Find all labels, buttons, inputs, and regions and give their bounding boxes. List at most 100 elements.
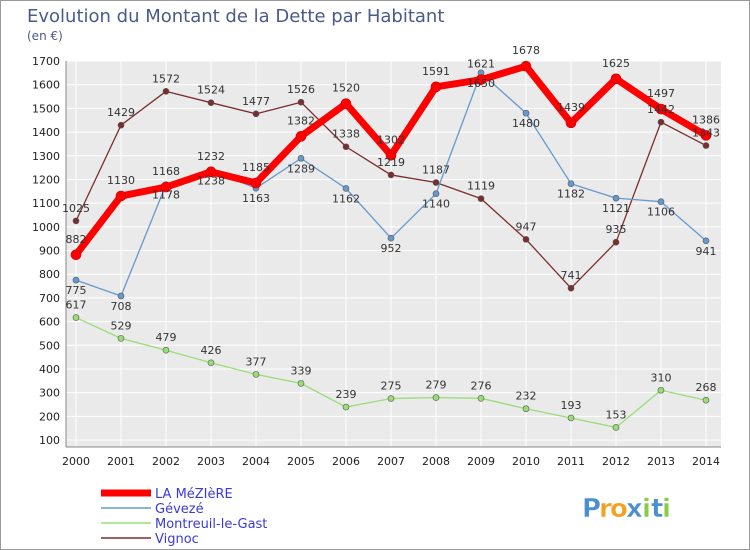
data-label: 741 bbox=[561, 269, 582, 282]
data-label: 1232 bbox=[197, 150, 225, 163]
data-point bbox=[432, 179, 440, 186]
data-point bbox=[162, 88, 170, 95]
data-label: 1130 bbox=[107, 174, 135, 187]
data-label: 1187 bbox=[422, 164, 450, 177]
logo-letter: x bbox=[626, 494, 643, 524]
data-point bbox=[385, 149, 397, 161]
y-tick-label: 600 bbox=[39, 316, 60, 329]
data-point bbox=[565, 117, 577, 129]
data-label: 1650 bbox=[467, 77, 495, 90]
data-label: 193 bbox=[561, 399, 582, 412]
y-tick-label: 1600 bbox=[32, 79, 60, 92]
data-label: 708 bbox=[111, 300, 132, 313]
data-point bbox=[522, 405, 530, 413]
data-point bbox=[162, 346, 170, 354]
logo-letter: r bbox=[599, 494, 612, 524]
data-point bbox=[567, 414, 575, 422]
data-label: 275 bbox=[381, 380, 402, 393]
data-label: 1219 bbox=[377, 156, 405, 169]
x-tick-label: 2005 bbox=[287, 455, 315, 468]
data-point bbox=[297, 98, 305, 106]
x-tick-label: 2003 bbox=[197, 455, 225, 468]
data-label: 1480 bbox=[512, 117, 540, 130]
x-tick-label: 2014 bbox=[692, 455, 720, 468]
data-point bbox=[387, 171, 395, 179]
data-label: 1178 bbox=[152, 189, 180, 202]
data-point bbox=[72, 217, 80, 225]
data-label: 1338 bbox=[332, 128, 360, 141]
data-label: 1185 bbox=[242, 161, 270, 174]
data-point bbox=[522, 236, 530, 243]
data-label: 1162 bbox=[332, 192, 360, 205]
data-label: 310 bbox=[651, 371, 672, 384]
data-point bbox=[252, 371, 260, 378]
data-point bbox=[70, 249, 82, 261]
data-point bbox=[117, 121, 125, 129]
y-tick-label: 300 bbox=[39, 387, 60, 400]
data-point bbox=[295, 131, 307, 142]
y-tick-label: 1200 bbox=[32, 173, 60, 186]
data-point bbox=[72, 314, 80, 321]
data-label: 1477 bbox=[242, 95, 270, 108]
legend-label: Gévezé bbox=[155, 502, 204, 517]
data-point bbox=[207, 99, 215, 106]
logo-letter: P bbox=[582, 494, 601, 524]
data-point bbox=[387, 395, 395, 402]
data-label: 239 bbox=[336, 388, 357, 401]
chart-subtitle: (en €) bbox=[27, 29, 63, 43]
data-point bbox=[297, 155, 305, 162]
data-label: 1442 bbox=[647, 103, 675, 116]
data-point bbox=[657, 386, 665, 394]
data-label: 1343 bbox=[692, 127, 720, 140]
data-label: 1625 bbox=[602, 57, 630, 70]
data-point bbox=[432, 190, 440, 197]
data-label: 1302 bbox=[377, 133, 405, 146]
data-label: 268 bbox=[696, 381, 717, 394]
data-point bbox=[342, 185, 350, 192]
data-point bbox=[387, 234, 395, 242]
data-point bbox=[567, 180, 575, 188]
data-label: 1238 bbox=[197, 174, 225, 187]
data-label: 1289 bbox=[287, 162, 315, 175]
logo-letter: o bbox=[610, 494, 628, 524]
data-point bbox=[205, 166, 217, 178]
data-point bbox=[207, 359, 215, 367]
logo-letter: i bbox=[642, 494, 651, 524]
legend-label: Vignoc bbox=[155, 532, 199, 547]
data-label: 1382 bbox=[287, 114, 315, 127]
data-labels: 1025 1429 1572 1524 1477 1526 1338 1219 1187 1119… bbox=[62, 44, 720, 421]
data-point bbox=[252, 110, 260, 118]
data-label: 775 bbox=[66, 284, 87, 297]
data-point bbox=[657, 118, 665, 126]
data-point bbox=[115, 190, 127, 202]
data-point bbox=[657, 198, 665, 206]
data-label: 479 bbox=[156, 331, 177, 344]
data-point bbox=[475, 74, 487, 86]
data-point bbox=[612, 424, 620, 431]
data-point bbox=[522, 109, 530, 117]
data-label: 1621 bbox=[467, 58, 495, 71]
data-label: 1572 bbox=[152, 72, 180, 85]
data-label: 276 bbox=[471, 379, 492, 392]
x-tick-label: 2008 bbox=[422, 455, 450, 468]
data-label: 426 bbox=[201, 344, 222, 357]
data-label: 377 bbox=[246, 355, 267, 368]
data-point bbox=[655, 103, 667, 115]
data-label: 1678 bbox=[512, 44, 540, 57]
data-label: 1119 bbox=[467, 180, 495, 193]
data-label: 1140 bbox=[422, 198, 450, 211]
y-tick-label: 1500 bbox=[32, 102, 60, 115]
data-label: 1591 bbox=[422, 65, 450, 78]
data-label: 1439 bbox=[557, 101, 585, 114]
data-point bbox=[520, 60, 532, 72]
chart-title: Evolution du Montant de la Dette par Hab… bbox=[27, 6, 444, 27]
data-point bbox=[702, 237, 710, 245]
data-label: 529 bbox=[111, 319, 132, 332]
data-point bbox=[702, 142, 710, 149]
data-point bbox=[567, 284, 575, 292]
y-tick-label: 700 bbox=[39, 292, 60, 305]
y-tick-label: 500 bbox=[39, 339, 60, 352]
